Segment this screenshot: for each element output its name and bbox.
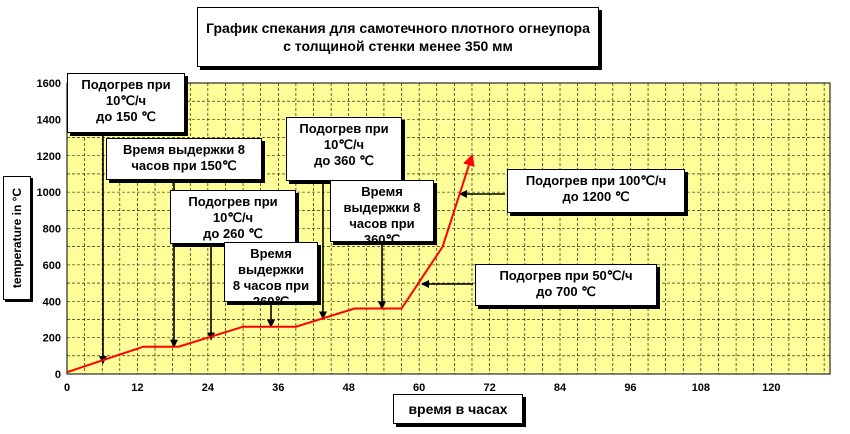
x-tick-label: 36	[272, 382, 284, 394]
x-tick-label: 60	[413, 382, 425, 394]
y-tick-label: 200	[43, 333, 61, 345]
series-group	[66, 153, 475, 374]
temperature-line	[66, 153, 475, 374]
y-tick-label: 0	[55, 369, 61, 381]
annotation-line: до 700 ℃	[536, 284, 596, 299]
x-tick-label: 72	[483, 382, 495, 394]
annotation-hold-260: Время выдержки 8 часов при 260℃	[224, 242, 318, 302]
x-tick-label: 120	[762, 382, 780, 394]
y-tick-label: 1200	[37, 151, 61, 163]
y-tick-label: 600	[43, 260, 61, 272]
annotation-line: Время	[361, 184, 403, 199]
annotation-line: до 360 ℃	[314, 153, 374, 168]
x-tick-label: 0	[64, 382, 70, 394]
annotation-line: 260℃	[252, 294, 290, 302]
annotation-line: Подогрев при 50℃/ч	[499, 268, 633, 283]
annotation-line: Подогрев при 100℃/ч	[525, 173, 667, 188]
annotation-line: Время выдержки 8	[122, 142, 246, 157]
chart-title: График спекания для самотечного плотного…	[197, 7, 599, 67]
annotation-line: Подогрев при	[81, 77, 171, 92]
annotation-line: 10℃/ч	[212, 210, 254, 225]
annotation-line: Время	[250, 246, 292, 261]
y-tick-label: 1600	[37, 78, 61, 90]
chart-title-line-1: График спекания для самотечного плотного…	[206, 20, 590, 36]
x-axis-label: время в часах	[408, 401, 508, 417]
annotation-line: выдержки	[237, 262, 305, 277]
annotation-line: 8 часов при	[232, 278, 310, 293]
annotation-hold-150: Время выдержки 8 часов при 150℃	[106, 138, 262, 180]
annotation-line: часов при 150℃	[131, 158, 237, 173]
y-axis-label: temperature in °C	[10, 187, 24, 289]
annotation-line: до 260 ℃	[203, 226, 263, 241]
annotation-line: 10℃/ч	[105, 93, 147, 108]
x-tick-label: 12	[131, 382, 143, 394]
y-tick-label: 1000	[37, 187, 61, 199]
y-tick-label: 800	[43, 224, 61, 236]
annotation-heat-150: Подогрев при 10℃/ч до 150 ℃	[67, 73, 185, 133]
x-tick-label: 96	[624, 382, 636, 394]
x-tick-label: 48	[343, 382, 355, 394]
annotation-line: до 1200 ℃	[562, 189, 630, 204]
annotation-heat-360: Подогрев при 10℃/ч до 360 ℃	[286, 117, 402, 181]
annotation-hold-360: Время выдержки 8 часов при 360℃	[330, 180, 434, 242]
x-axis-label-box: время в часах	[393, 394, 523, 424]
annotation-line: Подогрев при	[188, 194, 278, 209]
x-tick-label: 108	[692, 382, 710, 394]
annotation-line: до 150 ℃	[96, 109, 156, 124]
y-axis-label-box: temperature in °C	[3, 176, 31, 300]
annotation-heat-260: Подогрев при 10℃/ч до 260 ℃	[170, 190, 296, 244]
axis-ticks: 0 12 24 36 48 60 72 84 96 108 12002004006008001000…	[37, 78, 781, 394]
annotation-line: 360℃	[363, 232, 401, 242]
annotation-line: выдержки 8	[343, 200, 421, 215]
x-tick-label: 24	[202, 382, 215, 394]
chart-title-line-2: с толщиной стенки менее 350 мм	[283, 38, 513, 54]
annotation-line: 10℃/ч	[323, 137, 365, 152]
annotation-line: часов при	[349, 216, 415, 231]
x-tick-label: 84	[554, 382, 567, 394]
y-tick-label: 1400	[37, 114, 61, 126]
annotation-heat-1200: Подогрев при 100℃/ч до 1200 ℃	[507, 169, 685, 213]
annotation-line: Подогрев при	[299, 121, 389, 136]
annotation-heat-700: Подогрев при 50℃/ч до 700 ℃	[475, 264, 657, 306]
y-tick-label: 400	[43, 296, 61, 308]
